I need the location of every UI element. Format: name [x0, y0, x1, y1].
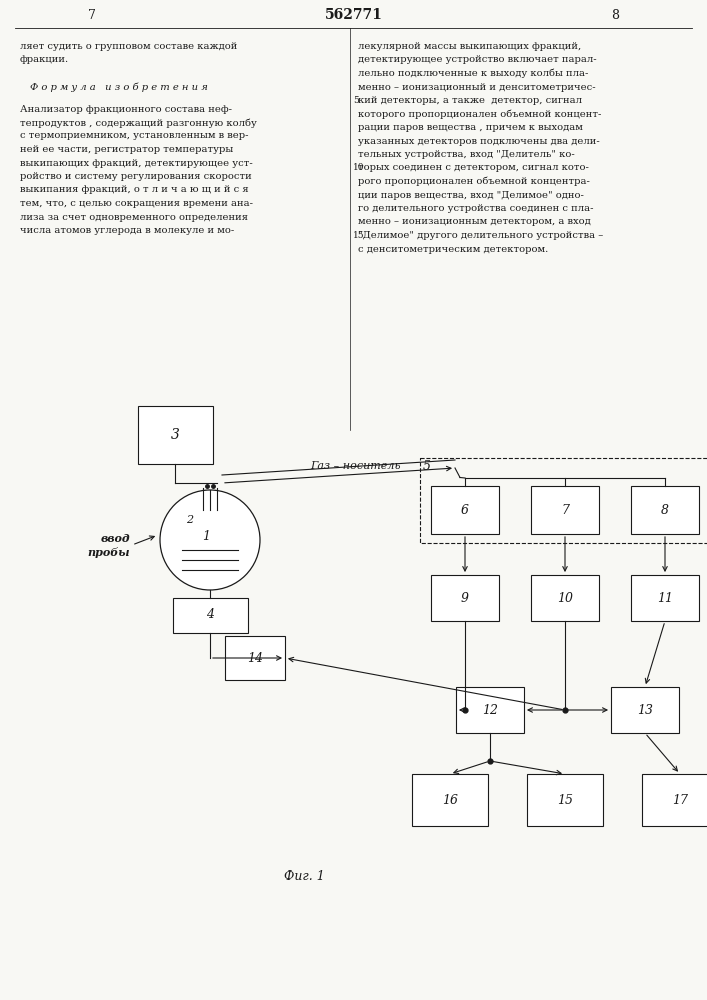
Text: менно – ионизационный и денситометричес-: менно – ионизационный и денситометричес- [358, 83, 595, 92]
Text: 6: 6 [461, 504, 469, 516]
Text: 3: 3 [170, 428, 180, 442]
Text: кий детекторы, а также  детектор, сигнал: кий детекторы, а также детектор, сигнал [358, 96, 582, 105]
Text: с термоприемником, установленным в вер-: с термоприемником, установленным в вер- [20, 131, 248, 140]
Text: 8: 8 [661, 504, 669, 516]
Text: рого пропорционален объемной концентра-: рого пропорционален объемной концентра- [358, 177, 590, 186]
Text: тельных устройства, вход "Делитель" ко-: тельных устройства, вход "Делитель" ко- [358, 150, 575, 159]
Bar [420, 458, 707, 542]
Text: 8: 8 [611, 9, 619, 22]
Text: 9: 9 [461, 591, 469, 604]
Bar [431, 575, 499, 621]
Text: лельно подключенные к выходу колбы пла-: лельно подключенные к выходу колбы пла- [358, 69, 588, 79]
Text: 562771: 562771 [325, 8, 382, 22]
Text: детектирующее устройство включает парал-: детектирующее устройство включает парал- [358, 55, 597, 64]
Text: 13: 13 [637, 704, 653, 716]
Text: 10: 10 [353, 163, 365, 172]
Text: числа атомов углерода в молекуле и мо-: числа атомов углерода в молекуле и мо- [20, 226, 234, 235]
Text: выкипающих фракций, детектирующее уст-: выкипающих фракций, детектирующее уст- [20, 158, 252, 167]
Text: тем, что, с целью сокращения времени ана-: тем, что, с целью сокращения времени ана… [20, 199, 253, 208]
Text: с денситометрическим детектором.: с денситометрическим детектором. [358, 244, 548, 253]
Text: 7: 7 [561, 504, 569, 516]
Text: лекулярной массы выкипающих фракций,: лекулярной массы выкипающих фракций, [358, 42, 581, 51]
Text: лиза за счет одновременного определения: лиза за счет одновременного определения [20, 213, 248, 222]
Text: указанных детекторов подключены два дели-: указанных детекторов подключены два дели… [358, 136, 600, 145]
Bar [527, 774, 603, 826]
Text: 16: 16 [442, 794, 458, 806]
Bar [412, 774, 488, 826]
Bar [531, 486, 599, 534]
Text: 15: 15 [557, 794, 573, 806]
Text: 7: 7 [88, 9, 96, 22]
Text: Газ – носитель: Газ – носитель [310, 461, 400, 471]
Text: менно – ионизационным детектором, а вход: менно – ионизационным детектором, а вход [358, 218, 591, 227]
Text: Анализатор фракционного состава неф-: Анализатор фракционного состава неф- [20, 104, 232, 113]
Bar [431, 486, 499, 534]
Text: ройство и систему регулирования скорости: ройство и систему регулирования скорости [20, 172, 252, 181]
Text: 14: 14 [247, 652, 263, 664]
Text: ней ее части, регистратор температуры: ней ее части, регистратор температуры [20, 145, 233, 154]
Text: выкипания фракций, о т л и ч а ю щ и й с я: выкипания фракций, о т л и ч а ю щ и й с… [20, 186, 249, 194]
Text: Фиг. 1: Фиг. 1 [284, 870, 325, 883]
Text: 15: 15 [353, 231, 365, 240]
Text: ляет судить о групповом составе каждой: ляет судить о групповом составе каждой [20, 42, 238, 51]
Text: 11: 11 [657, 591, 673, 604]
Text: "Делимое" другого делительного устройства –: "Делимое" другого делительного устройств… [358, 231, 603, 240]
Text: Ф о р м у л а   и з о б р е т е н и я: Ф о р м у л а и з о б р е т е н и я [30, 83, 208, 93]
Text: ввод: ввод [100, 532, 130, 544]
Text: 10: 10 [557, 591, 573, 604]
Bar [611, 687, 679, 733]
Bar [456, 687, 524, 733]
Text: 12: 12 [482, 704, 498, 716]
Text: которого пропорционален объемной концент-: которого пропорционален объемной концент… [358, 109, 602, 119]
Text: рации паров вещества , причем к выходам: рации паров вещества , причем к выходам [358, 123, 583, 132]
Text: торых соединен с детектором, сигнал кото-: торых соединен с детектором, сигнал кото… [358, 163, 589, 172]
Bar [531, 575, 599, 621]
Bar [642, 774, 707, 826]
Text: 5: 5 [353, 96, 359, 105]
Bar [173, 597, 247, 633]
Text: фракции.: фракции. [20, 55, 69, 64]
Text: 1: 1 [202, 530, 210, 542]
Circle shape [160, 490, 260, 590]
Text: тепродуктов , содержащий разгонную колбу: тепродуктов , содержащий разгонную колбу [20, 118, 257, 127]
Text: го делительного устройства соединен с пла-: го делительного устройства соединен с пл… [358, 204, 593, 213]
Text: 17: 17 [672, 794, 688, 806]
Bar [137, 406, 213, 464]
Text: 5: 5 [423, 460, 431, 474]
Bar [225, 636, 285, 680]
Text: 2: 2 [187, 515, 194, 525]
Bar [631, 486, 699, 534]
Bar [631, 575, 699, 621]
Text: ции паров вещества, вход "Делимое" одно-: ции паров вещества, вход "Делимое" одно- [358, 190, 584, 200]
Text: 4: 4 [206, 608, 214, 621]
Text: пробы: пробы [88, 546, 130, 558]
